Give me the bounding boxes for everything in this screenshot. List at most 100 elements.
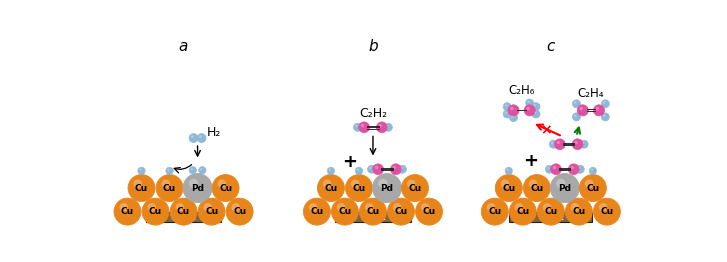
Text: Cu: Cu — [601, 207, 614, 216]
Circle shape — [170, 198, 197, 225]
Text: Cu: Cu — [489, 207, 502, 216]
Circle shape — [550, 164, 561, 175]
Circle shape — [503, 103, 511, 111]
Circle shape — [495, 174, 522, 201]
Circle shape — [189, 134, 198, 143]
Circle shape — [387, 198, 414, 225]
Circle shape — [579, 107, 583, 110]
Circle shape — [183, 173, 212, 203]
Circle shape — [359, 198, 387, 225]
Circle shape — [198, 198, 225, 225]
Text: Pd: Pd — [191, 184, 204, 193]
Circle shape — [190, 168, 193, 170]
Text: Pd: Pd — [380, 184, 393, 193]
Circle shape — [543, 203, 551, 212]
Text: Cu: Cu — [395, 207, 408, 216]
Text: C₂H₂: C₂H₂ — [359, 107, 387, 120]
Text: Cu: Cu — [135, 184, 148, 193]
Circle shape — [603, 114, 606, 117]
Circle shape — [529, 179, 537, 188]
Circle shape — [601, 113, 609, 121]
Circle shape — [572, 113, 580, 121]
Text: +: + — [342, 153, 357, 171]
Text: H₂: H₂ — [206, 126, 221, 139]
Circle shape — [189, 167, 196, 174]
Circle shape — [481, 198, 508, 225]
Circle shape — [524, 105, 535, 116]
Circle shape — [386, 125, 388, 127]
Circle shape — [532, 103, 540, 111]
Circle shape — [574, 101, 577, 104]
Text: Cu: Cu — [149, 207, 162, 216]
Circle shape — [119, 203, 128, 212]
Circle shape — [547, 167, 550, 169]
Circle shape — [503, 110, 511, 118]
Circle shape — [175, 203, 184, 212]
Text: ×: × — [540, 123, 552, 137]
Circle shape — [508, 105, 519, 116]
Circle shape — [557, 141, 560, 144]
Circle shape — [579, 174, 606, 201]
Circle shape — [534, 111, 537, 114]
Circle shape — [385, 123, 393, 131]
Circle shape — [407, 179, 416, 188]
Circle shape — [400, 167, 403, 169]
Circle shape — [134, 179, 142, 188]
Circle shape — [398, 165, 406, 173]
Text: Cu: Cu — [219, 184, 232, 193]
Text: Cu: Cu — [530, 184, 543, 193]
Circle shape — [369, 167, 371, 169]
Circle shape — [361, 124, 364, 127]
Circle shape — [505, 167, 513, 174]
Circle shape — [197, 134, 206, 143]
Text: c: c — [547, 39, 555, 54]
Circle shape — [577, 105, 588, 116]
Text: Cu: Cu — [586, 184, 600, 193]
Circle shape — [365, 203, 374, 212]
Circle shape — [510, 107, 514, 110]
Text: Cu: Cu — [422, 207, 435, 216]
Text: Cu: Cu — [121, 207, 134, 216]
Text: Cu: Cu — [366, 207, 379, 216]
Text: Cu: Cu — [353, 184, 366, 193]
Circle shape — [337, 203, 345, 212]
Circle shape — [534, 104, 537, 107]
Circle shape — [356, 125, 358, 127]
Circle shape — [550, 140, 558, 148]
Text: b: b — [368, 39, 378, 54]
Circle shape — [140, 168, 142, 171]
Circle shape — [571, 166, 574, 169]
Circle shape — [569, 164, 579, 175]
Circle shape — [212, 174, 239, 201]
Circle shape — [358, 122, 369, 133]
Circle shape — [566, 198, 593, 225]
Text: Cu: Cu — [516, 207, 529, 216]
Circle shape — [204, 203, 212, 212]
Circle shape — [323, 179, 332, 188]
Circle shape — [510, 114, 518, 122]
Circle shape — [571, 203, 579, 212]
Circle shape — [526, 107, 530, 110]
Bar — [509, 212, 593, 222]
Text: SiO₂: SiO₂ — [171, 212, 196, 222]
Circle shape — [523, 174, 550, 201]
Circle shape — [368, 165, 376, 173]
Circle shape — [572, 139, 583, 150]
Text: Cu: Cu — [338, 207, 352, 216]
Circle shape — [416, 198, 443, 225]
Circle shape — [578, 167, 580, 169]
Circle shape — [390, 164, 401, 175]
Circle shape — [603, 101, 606, 104]
Circle shape — [114, 198, 141, 225]
Circle shape — [156, 174, 183, 201]
Circle shape — [585, 179, 593, 188]
Circle shape — [191, 135, 193, 138]
Circle shape — [550, 173, 579, 203]
Circle shape — [590, 168, 593, 171]
Circle shape — [511, 115, 514, 118]
Text: C₂H₄: C₂H₄ — [578, 86, 604, 100]
Bar — [335, 212, 411, 222]
Circle shape — [357, 168, 359, 171]
Circle shape — [166, 167, 173, 174]
Circle shape — [577, 165, 585, 173]
